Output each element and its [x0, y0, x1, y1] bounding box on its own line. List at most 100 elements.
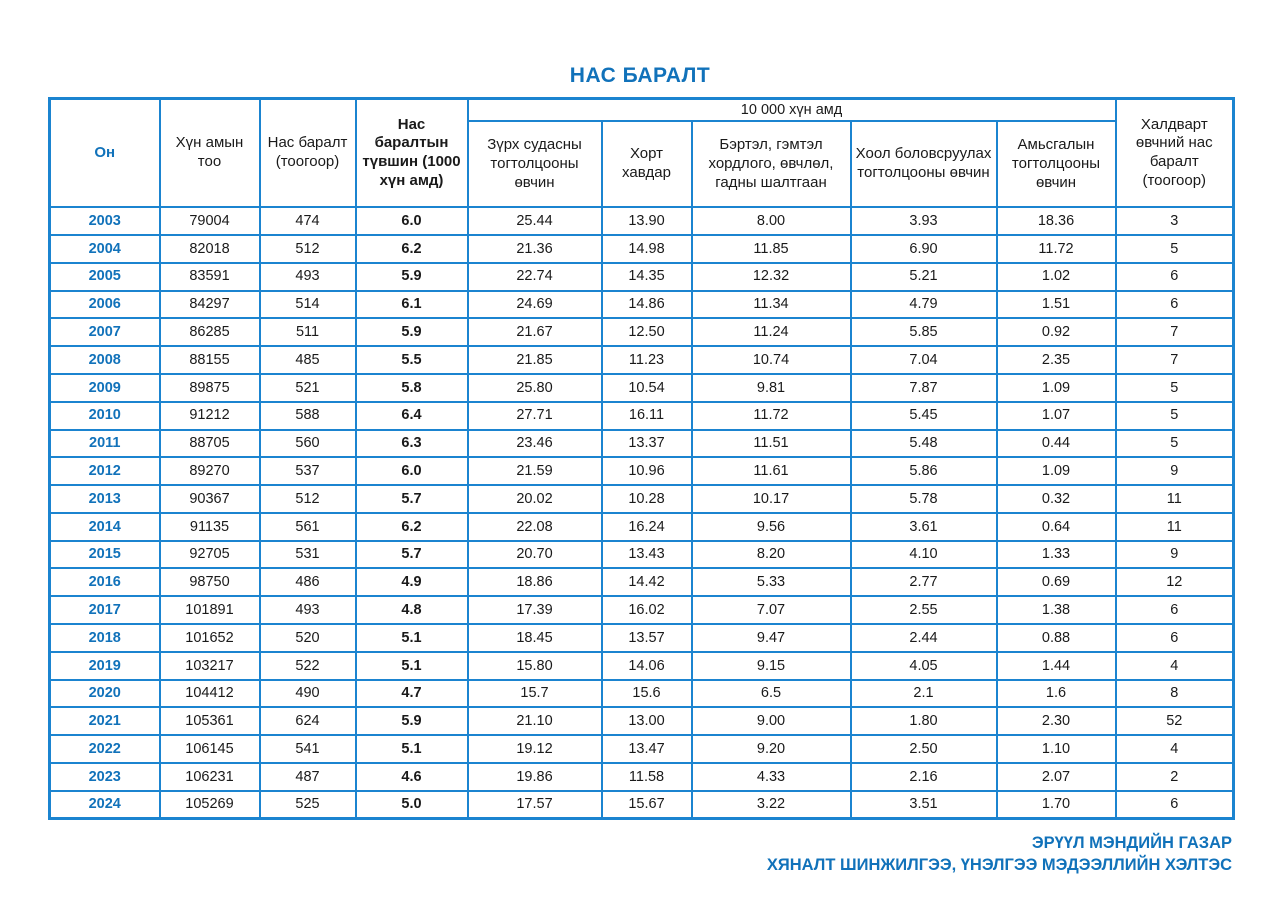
- digestive-cell: 5.48: [849, 428, 998, 459]
- infectious-cell: 9: [1114, 539, 1235, 570]
- column-header-respiratory: Амьсгалын тогтолцооны өвчин: [995, 120, 1117, 209]
- population-cell: 88705: [158, 428, 261, 459]
- infectious-cell: 52: [1114, 706, 1235, 737]
- digestive-cell: 4.10: [849, 539, 998, 570]
- cardio-cell: 17.57: [466, 789, 603, 820]
- deaths-cell: 561: [258, 511, 357, 542]
- cardio-cell: 15.80: [466, 650, 603, 681]
- infectious-cell: 3: [1114, 206, 1235, 236]
- digestive-cell: 7.87: [849, 372, 998, 403]
- infectious-cell: 7: [1114, 345, 1235, 375]
- deaths-cell: 522: [258, 650, 357, 681]
- digestive-cell: 4.79: [849, 289, 998, 320]
- cancer-cell: 10.28: [600, 484, 693, 514]
- digestive-cell: 3.61: [849, 511, 998, 542]
- digestive-cell: 3.93: [849, 206, 998, 236]
- population-cell: 83591: [158, 261, 261, 292]
- cancer-cell: 13.57: [600, 623, 693, 653]
- population-cell: 89875: [158, 372, 261, 403]
- respiratory-cell: 0.32: [995, 484, 1117, 514]
- injury-cell: 4.33: [690, 762, 852, 792]
- injury-cell: 10.74: [690, 345, 852, 375]
- cardio-cell: 17.39: [466, 595, 603, 626]
- infectious-cell: 5: [1114, 233, 1235, 264]
- table-row: 2022 106145 541 5.1 19.12 13.47 9.20 2.50 1.10 4: [48, 734, 1235, 765]
- rate-cell: 5.1: [354, 650, 469, 681]
- year-cell: 2023: [48, 762, 161, 792]
- table-body: 2003 79004 474 6.0 25.44 13.90 8.00 3.93 18.36 3 2…: [48, 206, 1235, 820]
- cardio-cell: 23.46: [466, 428, 603, 459]
- table-row: 2015 92705 531 5.7 20.70 13.43 8.20 4.10 1.33 9: [48, 539, 1235, 570]
- deaths-cell: 487: [258, 762, 357, 792]
- page-title: НАС БАРАЛТ: [569, 64, 711, 87]
- digestive-cell: 2.77: [849, 567, 998, 598]
- respiratory-cell: 1.09: [995, 456, 1117, 487]
- injury-cell: 5.33: [690, 567, 852, 598]
- rate-cell: 6.4: [354, 400, 469, 431]
- rate-cell: 6.0: [354, 456, 469, 487]
- year-cell: 2017: [48, 595, 161, 626]
- infectious-cell: 11: [1114, 511, 1235, 542]
- table-row: 2018 101652 520 5.1 18.45 13.57 9.47 2.44 0.88 6: [48, 623, 1235, 653]
- rate-cell: 6.2: [354, 511, 469, 542]
- deaths-cell: 511: [258, 317, 357, 348]
- deaths-cell: 520: [258, 623, 357, 653]
- digestive-cell: 2.55: [849, 595, 998, 626]
- year-cell: 2014: [48, 511, 161, 542]
- infectious-cell: 5: [1114, 428, 1235, 459]
- cancer-cell: 13.47: [600, 734, 693, 765]
- table-header: Он Хүн амын тоо Нас баралт (тоогоор) Нас…: [48, 97, 1235, 209]
- injury-cell: 11.61: [690, 456, 852, 487]
- deaths-cell: 493: [258, 595, 357, 626]
- cancer-cell: 15.67: [600, 789, 693, 820]
- column-header-population: Хүн амын тоо: [158, 97, 261, 209]
- rate-cell: 5.9: [354, 261, 469, 292]
- deaths-cell: 624: [258, 706, 357, 737]
- cancer-cell: 10.54: [600, 372, 693, 403]
- table-row: 2003 79004 474 6.0 25.44 13.90 8.00 3.93 18.36 3: [48, 206, 1235, 236]
- population-cell: 84297: [158, 289, 261, 320]
- rate-cell: 5.7: [354, 539, 469, 570]
- column-header-rate: Нас баралтын түвшин (1000 хүн амд): [354, 97, 469, 209]
- deaths-cell: 588: [258, 400, 357, 431]
- cancer-cell: 11.23: [600, 345, 693, 375]
- cancer-cell: 14.06: [600, 650, 693, 681]
- rate-cell: 6.0: [354, 206, 469, 236]
- year-cell: 2022: [48, 734, 161, 765]
- population-cell: 79004: [158, 206, 261, 236]
- column-header-digestive: Хоол боловсруулах тогтолцооны өвчин: [849, 120, 998, 209]
- year-cell: 2004: [48, 233, 161, 264]
- group-header-per-10000: 10 000 хүн амд: [466, 97, 1117, 123]
- cancer-cell: 14.42: [600, 567, 693, 598]
- infectious-cell: 7: [1114, 317, 1235, 348]
- table-row: 2020 104412 490 4.7 15.7 15.6 6.5 2.1 1.6 8: [48, 678, 1235, 709]
- rate-cell: 5.5: [354, 345, 469, 375]
- cardio-cell: 18.86: [466, 567, 603, 598]
- injury-cell: 11.51: [690, 428, 852, 459]
- rate-cell: 4.6: [354, 762, 469, 792]
- deaths-cell: 493: [258, 261, 357, 292]
- respiratory-cell: 0.64: [995, 511, 1117, 542]
- cancer-cell: 16.24: [600, 511, 693, 542]
- respiratory-cell: 0.88: [995, 623, 1117, 653]
- injury-cell: 8.00: [690, 206, 852, 236]
- rate-cell: 5.1: [354, 734, 469, 765]
- cardio-cell: 19.12: [466, 734, 603, 765]
- cardio-cell: 18.45: [466, 623, 603, 653]
- infectious-cell: 2: [1114, 762, 1235, 792]
- table-row: 2007 86285 511 5.9 21.67 12.50 11.24 5.85 0.92 7: [48, 317, 1235, 348]
- population-cell: 86285: [158, 317, 261, 348]
- cancer-cell: 14.35: [600, 261, 693, 292]
- table-row: 2013 90367 512 5.7 20.02 10.28 10.17 5.78 0.32 11: [48, 484, 1235, 514]
- injury-cell: 9.15: [690, 650, 852, 681]
- rate-cell: 5.7: [354, 484, 469, 514]
- cardio-cell: 21.85: [466, 345, 603, 375]
- cardio-cell: 27.71: [466, 400, 603, 431]
- infectious-cell: 11: [1114, 484, 1235, 514]
- deaths-cell: 514: [258, 289, 357, 320]
- respiratory-cell: 1.38: [995, 595, 1117, 626]
- deaths-cell: 512: [258, 484, 357, 514]
- cancer-cell: 13.43: [600, 539, 693, 570]
- injury-cell: 11.85: [690, 233, 852, 264]
- population-cell: 98750: [158, 567, 261, 598]
